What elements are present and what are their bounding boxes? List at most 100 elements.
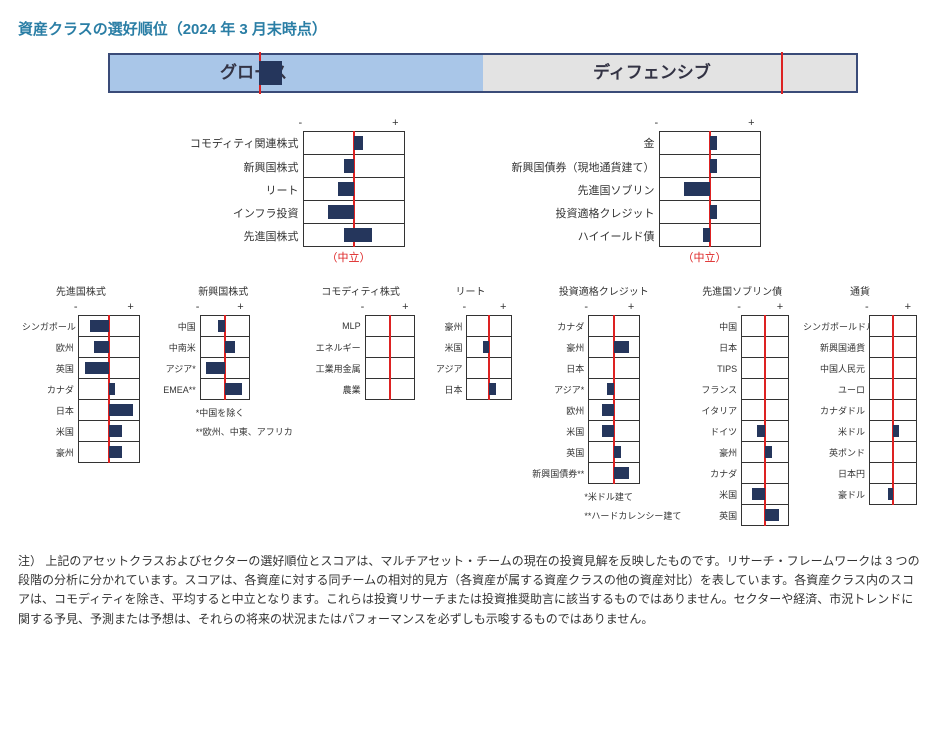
- row-box: [659, 155, 761, 178]
- row-box: [303, 178, 405, 201]
- minus-sign: -: [361, 301, 365, 313]
- row-label: シンガポール: [22, 320, 78, 333]
- ladder-row: 日本: [22, 400, 140, 421]
- center-line: [389, 336, 391, 358]
- row-label: 日本: [695, 341, 741, 354]
- ladder-row: 米国: [526, 421, 681, 442]
- row-label: TIPS: [695, 364, 741, 374]
- ladder-row: 豪州: [695, 442, 789, 463]
- center-line: [389, 315, 391, 337]
- ladder-row: エネルギー: [307, 337, 415, 358]
- ladder-row: シンガポールドル: [803, 315, 917, 337]
- score-bar: [109, 404, 133, 416]
- row-box: [200, 358, 250, 379]
- score-bar: [489, 383, 496, 395]
- row-label: コモディティ関連株式: [179, 135, 303, 151]
- row-label: MLP: [307, 321, 365, 331]
- row-label: 米ドル: [803, 425, 869, 438]
- row-label: 米国: [526, 425, 588, 438]
- plus-sign: +: [237, 301, 243, 313]
- row-label: 豪州: [695, 446, 741, 459]
- row-label: 中南米: [154, 341, 200, 354]
- ladder-row: 金: [495, 131, 761, 155]
- row-box: [659, 178, 761, 201]
- group-footnote: *米ドル建て: [584, 490, 681, 503]
- score-bar: [752, 488, 765, 500]
- ladder-row: 英国: [526, 442, 681, 463]
- minus-sign: -: [584, 301, 588, 313]
- center-line: [892, 399, 894, 421]
- row-label: 英国: [22, 362, 78, 375]
- row-label: 米国: [428, 341, 466, 354]
- minus-sign: -: [462, 301, 466, 313]
- bottom-groups-row: 先進国株式-+シンガポール欧州英国カナダ日本米国豪州新興国株式-+中国中南米アジ…: [18, 283, 921, 526]
- ladder-row: 英国: [22, 358, 140, 379]
- score-bar: [710, 136, 717, 150]
- row-label: 豪州: [22, 446, 78, 459]
- summary-bar: グロース ディフェンシブ: [108, 53, 858, 93]
- row-box: [365, 358, 415, 379]
- row-box: [365, 315, 415, 337]
- row-label: 工業用金属: [307, 362, 365, 375]
- summary-defensive: ディフェンシブ: [483, 55, 856, 91]
- ladder-row: 豪州: [526, 337, 681, 358]
- center-line: [764, 378, 766, 400]
- row-label: 英国: [526, 446, 588, 459]
- row-label: ユーロ: [803, 383, 869, 396]
- row-box: [365, 379, 415, 400]
- plus-sign: +: [905, 301, 911, 313]
- score-bar: [765, 509, 779, 521]
- center-line: [764, 336, 766, 358]
- score-bar: [602, 404, 615, 416]
- ladder-row: 先進国ソブリン: [495, 178, 761, 201]
- row-box: [741, 484, 789, 505]
- row-box: [588, 442, 640, 463]
- row-label: 日本: [526, 362, 588, 375]
- minus-sign: -: [196, 301, 200, 313]
- row-label: 新興国株式: [179, 159, 303, 175]
- row-box: [466, 337, 512, 358]
- row-box: [200, 337, 250, 358]
- row-label: ハイイールド債: [495, 228, 659, 244]
- plus-sign: +: [127, 301, 133, 313]
- row-label: 新興国債券**: [526, 467, 588, 480]
- row-box: [466, 358, 512, 379]
- center-line: [892, 462, 894, 484]
- score-bar: [109, 383, 115, 395]
- row-box: [78, 421, 140, 442]
- ladder-group: -+金新興国債券（現地通貨建て）先進国ソブリン投資適格クレジットハイイールド債（…: [495, 117, 761, 265]
- row-box: [588, 379, 640, 400]
- row-box: [365, 337, 415, 358]
- ladder-row: 米国: [22, 421, 140, 442]
- row-box: [869, 484, 917, 505]
- ladder-row: シンガポール: [22, 315, 140, 337]
- row-label: アジア*: [154, 362, 200, 375]
- signs-row: -+: [737, 301, 783, 315]
- group-title: リート: [428, 283, 512, 297]
- defensive-label: ディフェンシブ: [483, 63, 711, 82]
- ladder-row: 農業: [307, 379, 415, 400]
- score-bar: [328, 205, 354, 219]
- ladder-group: 新興国株式-+中国中南米アジア*EMEA***中国を除く**欧州、中東、アフリカ: [154, 283, 293, 526]
- score-bar: [614, 467, 629, 479]
- ladder-row: カナダ: [22, 379, 140, 400]
- ladder-row: 米国: [428, 337, 512, 358]
- score-bar: [602, 425, 615, 437]
- ladder-row: 新興国株式: [179, 155, 405, 178]
- ladder-row: コモディティ関連株式: [179, 131, 405, 155]
- top-groups-row: -+コモディティ関連株式新興国株式リートインフラ投資先進国株式（中立）-+金新興…: [18, 117, 921, 265]
- score-bar: [225, 341, 236, 353]
- row-box: [659, 131, 761, 155]
- row-box: [78, 358, 140, 379]
- score-bar: [710, 205, 717, 219]
- signs-row: -+: [74, 301, 134, 315]
- minus-sign: -: [737, 301, 741, 313]
- ladder-row: 英ポンド: [803, 442, 917, 463]
- row-label: 新興国債券（現地通貨建て）: [495, 159, 659, 175]
- plus-sign: +: [392, 117, 398, 129]
- center-line: [892, 441, 894, 463]
- ladder-row: カナダ: [526, 315, 681, 337]
- row-label: アジア*: [526, 383, 588, 396]
- ladder-row: 豪ドル: [803, 484, 917, 505]
- row-box: [588, 421, 640, 442]
